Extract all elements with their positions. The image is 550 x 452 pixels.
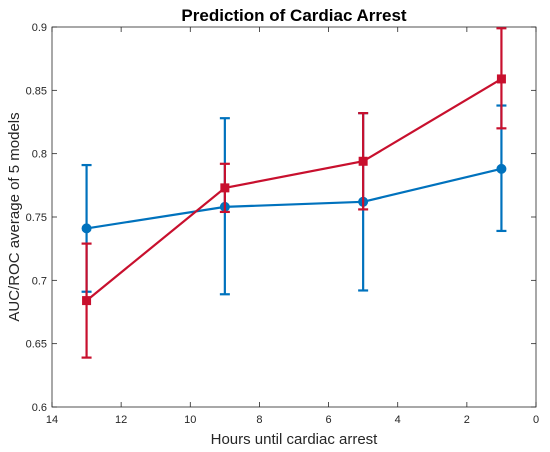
series-1-line bbox=[86, 167, 502, 230]
series-2-line bbox=[85, 77, 502, 302]
x-tick-label: 12 bbox=[115, 414, 127, 426]
chart-title: Prediction of Cardiac Arrest bbox=[181, 6, 406, 25]
x-tick-label: 8 bbox=[256, 414, 262, 426]
x-axis-label: Hours until cardiac arrest bbox=[211, 431, 379, 448]
x-tick-label: 10 bbox=[184, 414, 196, 426]
plot-frame bbox=[51, 26, 537, 408]
y-tick-label: 0.75 bbox=[26, 212, 47, 224]
series-1-point bbox=[496, 163, 507, 174]
x-tick-label: 2 bbox=[464, 414, 470, 426]
series-2-point bbox=[496, 74, 506, 84]
x-tick-label: 6 bbox=[326, 414, 332, 426]
series-2-point bbox=[220, 183, 230, 193]
y-tick-label: 0.65 bbox=[26, 339, 47, 351]
y-tick-label: 0.9 bbox=[32, 22, 47, 34]
series-2-point bbox=[358, 156, 368, 166]
y-tick-label: 0.8 bbox=[32, 149, 47, 161]
y-tick-label: 0.6 bbox=[32, 402, 47, 414]
y-axis-label: AUC/ROC average of 5 models bbox=[6, 112, 23, 321]
series-2-point bbox=[82, 296, 92, 306]
x-tick-label: 14 bbox=[46, 414, 58, 426]
y-tick-label: 0.85 bbox=[26, 85, 47, 97]
y-tick-label: 0.7 bbox=[32, 275, 47, 287]
plot-area: 14 12 10 8 6 4 2 0 0.6 0.65 0.7 0.75 0.8 0.85 0.9 bbox=[26, 22, 539, 426]
series-1-point bbox=[81, 223, 92, 234]
x-tick-label: 4 bbox=[395, 414, 401, 426]
x-tick-label: 0 bbox=[533, 414, 539, 426]
